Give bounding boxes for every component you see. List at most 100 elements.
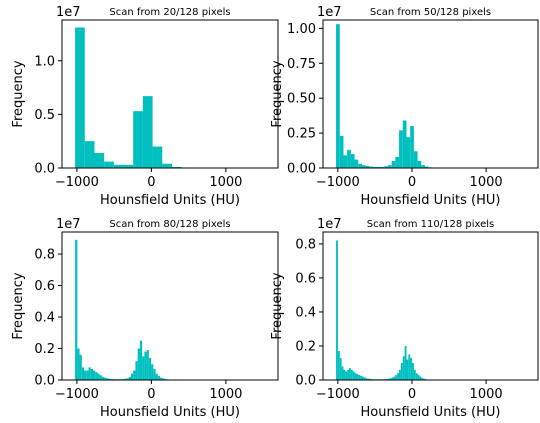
histogram-bar — [367, 378, 370, 380]
histogram-bar — [347, 369, 350, 380]
histogram-bar — [352, 371, 355, 380]
histogram-bar — [81, 367, 85, 380]
y-tick-label: 0.4 — [34, 311, 55, 326]
histogram-bar — [380, 166, 385, 168]
histogram-bar — [135, 361, 138, 380]
y-tick-label: 0.75 — [287, 57, 316, 72]
x-tick-label: 0 — [147, 387, 155, 402]
y-offset-label: 1e7 — [56, 217, 81, 232]
histogram-bar — [391, 161, 396, 168]
y-offset-label: 1e7 — [317, 217, 342, 232]
histogram-bar — [387, 378, 390, 380]
x-tick-label: −1000 — [316, 175, 360, 190]
histogram-bar — [144, 351, 147, 380]
histogram-bar — [113, 164, 124, 168]
histogram-bar — [415, 373, 418, 380]
x-tick-label: 0 — [408, 387, 416, 402]
histogram-bar — [77, 348, 80, 380]
histogram-bar — [369, 378, 372, 380]
histogram-bar — [404, 345, 407, 380]
histogram-bar — [123, 164, 134, 168]
histogram-bar — [360, 375, 362, 380]
histogram-bar — [130, 373, 134, 380]
histogram-panel-4: −1000 0 1000 0.0 0.2 0.4 0.6 0.8 Scan from 110/1… — [270, 217, 539, 420]
plot-frame — [322, 231, 539, 381]
x-tick-label: 0 — [408, 175, 416, 190]
histogram-bar — [347, 149, 351, 168]
histogram-bar — [108, 378, 111, 380]
x-tick-label: 1000 — [209, 175, 242, 190]
histogram-bar — [171, 166, 182, 168]
histogram-bar — [406, 359, 409, 380]
histogram-bar — [365, 165, 370, 168]
y-tick-label: 0.0 — [295, 374, 316, 389]
y-tick-label: 0.50 — [287, 92, 316, 107]
x-tick-label: −1000 — [316, 387, 360, 402]
histogram-bar — [84, 370, 87, 380]
histogram-bar — [365, 378, 368, 380]
y-axis-label: Frequency — [270, 60, 285, 127]
plot-frame — [322, 19, 539, 169]
histogram-bar — [400, 362, 403, 380]
y-tick-label: 0.6 — [295, 271, 316, 286]
y-tick-label: 0.6 — [34, 279, 55, 294]
chart-title: Scan from 20/128 pixels — [109, 7, 230, 18]
histogram-bar — [349, 368, 351, 380]
histogram-bar — [354, 373, 357, 380]
histogram-bar — [339, 135, 344, 168]
y-axis-label: Frequency — [11, 60, 26, 127]
y-tick-label: 0.0 — [34, 374, 55, 389]
histogram-bar — [406, 137, 411, 168]
y-tick-label: 0.00 — [287, 162, 316, 177]
histogram-bar — [88, 367, 91, 380]
histogram-bar — [146, 350, 149, 380]
x-tick-label: 0 — [147, 175, 155, 190]
histogram-bar — [79, 354, 82, 380]
y-tick-label: 0.5 — [34, 108, 55, 123]
histogram-bar — [337, 351, 340, 380]
histogram-bar — [361, 376, 364, 380]
chart-title: Scan from 80/128 pixels — [109, 219, 230, 230]
histogram-bar — [95, 372, 98, 380]
y-tick-label: 1.00 — [287, 22, 316, 37]
histogram-bar — [151, 364, 154, 380]
y-tick-label: 0.0 — [34, 162, 55, 177]
histogram-bar — [92, 370, 96, 380]
y-tick-label: 0.4 — [295, 305, 316, 320]
histogram-bar — [354, 159, 359, 168]
histogram-bar — [133, 370, 136, 380]
histogram-panel-3: −1000 0 1000 0.0 0.2 0.4 0.6 0.8 Scan from 80/12… — [11, 217, 279, 420]
histogram-bar — [124, 378, 127, 380]
histogram-bar — [410, 357, 413, 380]
histogram-bar — [399, 369, 401, 380]
histogram-bar — [86, 370, 89, 380]
histogram-bar — [386, 378, 388, 380]
histogram-bar — [162, 378, 165, 380]
histogram-bar — [402, 120, 407, 168]
histogram-bar — [393, 376, 396, 380]
histogram-bar — [384, 166, 388, 168]
histogram-bar — [104, 377, 107, 380]
histogram-bar — [101, 376, 105, 380]
histogram-bar — [155, 373, 158, 380]
x-tick-label: −1000 — [55, 175, 99, 190]
x-axis-label: Hounsfield Units (HU) — [100, 193, 240, 208]
histogram-bar — [358, 163, 362, 168]
histogram-bar — [339, 357, 342, 380]
x-axis-label: Hounsfield Units (HU) — [361, 405, 501, 420]
histogram-bar — [363, 377, 366, 380]
histogram-bar — [139, 340, 143, 380]
histogram-bar — [399, 130, 403, 168]
histogram-bar — [413, 151, 418, 168]
histogram-bar — [162, 163, 172, 168]
histogram-bar — [126, 378, 129, 380]
x-tick-label: −1000 — [55, 387, 99, 402]
histogram-panel-2: −1000 0 1000 0.00 0.25 0.50 0.75 1.00 Scan from … — [270, 5, 539, 208]
histogram-bar — [376, 166, 381, 168]
histogram-bar — [99, 375, 102, 380]
histogram-bar — [373, 166, 377, 168]
y-tick-label: 1.0 — [34, 54, 55, 69]
histogram-bar — [137, 348, 140, 380]
plot-frame — [61, 231, 279, 381]
